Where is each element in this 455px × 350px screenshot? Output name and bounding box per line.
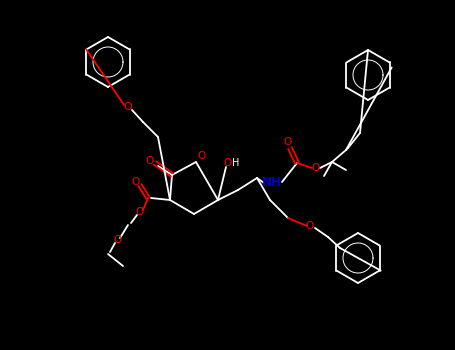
Text: H: H bbox=[233, 158, 240, 168]
Text: O: O bbox=[131, 177, 139, 187]
Text: O: O bbox=[284, 137, 292, 147]
Text: O: O bbox=[197, 151, 205, 161]
Text: O: O bbox=[124, 102, 132, 112]
Text: O: O bbox=[224, 158, 232, 168]
Text: O: O bbox=[114, 235, 122, 245]
Text: O: O bbox=[136, 207, 144, 217]
Text: O: O bbox=[146, 156, 154, 166]
Text: NH: NH bbox=[262, 176, 282, 189]
Text: O: O bbox=[311, 163, 319, 173]
Text: O: O bbox=[306, 221, 314, 231]
